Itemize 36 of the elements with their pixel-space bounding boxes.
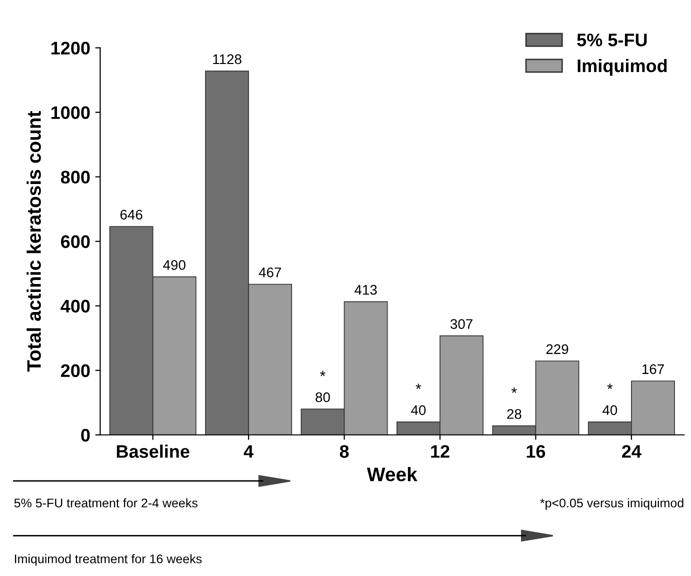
x-tick-label: 4 [244, 445, 254, 458]
y-tick-label: 0 [81, 428, 90, 442]
x-axis-title: Week [366, 466, 418, 482]
y-tick-label: 800 [60, 170, 90, 184]
y-tick-label: 600 [61, 235, 90, 248]
annotation: * [416, 384, 422, 390]
legend-label: 5% 5-FU [577, 34, 647, 46]
text: Imiquimod treatment for 16 weeks [14, 554, 202, 566]
annotation: * [511, 388, 517, 393]
data-label: 1128 [213, 54, 242, 64]
data-label: 167 [642, 364, 664, 374]
y-tick-label: 200 [60, 364, 90, 378]
x-tick-label: 12 [431, 445, 450, 458]
x-tick-label: 24 [622, 445, 642, 458]
x-tick-label: 16 [526, 445, 546, 458]
data-label: 80 [316, 392, 330, 402]
data-label: 490 [163, 260, 186, 270]
data-label: 646 [120, 210, 142, 220]
data-label: 467 [258, 267, 281, 278]
y-tick-label: 400 [60, 300, 90, 313]
data-label: 40 [411, 405, 426, 416]
y-tick-label: 1000 [51, 106, 90, 120]
data-label: 40 [602, 405, 618, 416]
text: *p<0.05 versus imiquimod [540, 498, 684, 510]
y-tick-label: 1200 [51, 42, 90, 55]
data-label: 413 [354, 284, 377, 295]
annotation: * [320, 370, 326, 376]
data-label: 28 [507, 409, 522, 419]
legend-label: Imiquimod [578, 58, 667, 76]
y-axis-title: Total actinic keratosis count [26, 111, 41, 372]
data-label: 307 [450, 319, 472, 329]
annotation: * [607, 384, 613, 390]
x-tick-label: 8 [340, 445, 349, 458]
data-label: 229 [546, 344, 568, 354]
x-tick-label: Baseline [116, 444, 190, 458]
text: 5% 5-FU treatment for 2-4 weeks [14, 498, 198, 508]
